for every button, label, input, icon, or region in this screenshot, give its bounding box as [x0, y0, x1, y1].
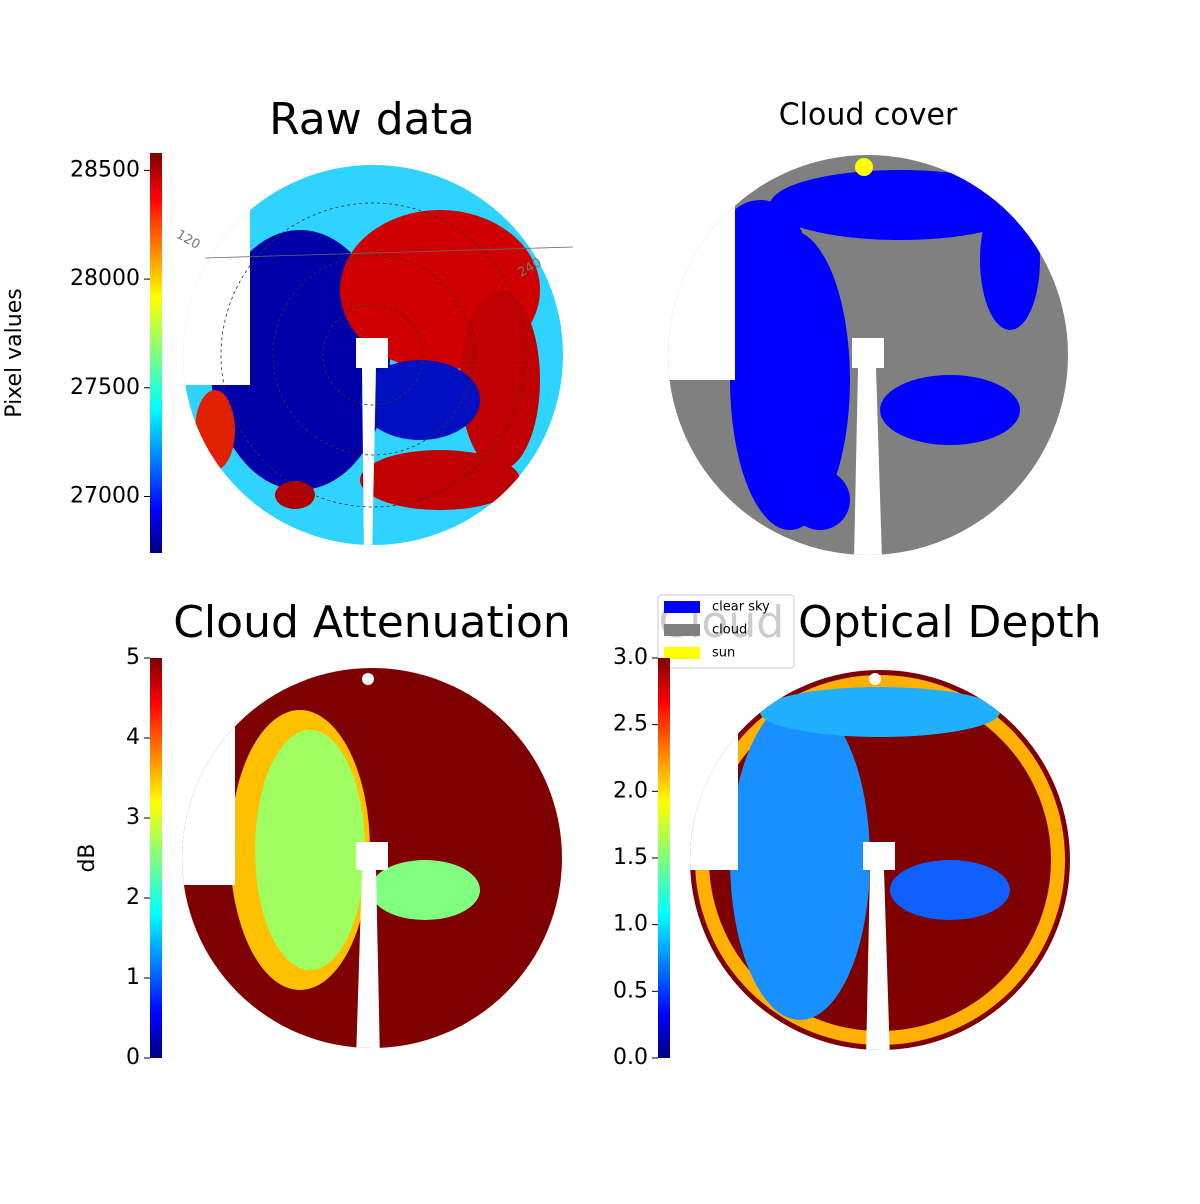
colorbar-tick-label: 2.0 [613, 778, 648, 803]
cloud-cover-image [668, 155, 1068, 555]
legend-swatch [664, 624, 700, 636]
panel-title: Cloud Attenuation [173, 597, 571, 648]
colorbar-label: Pixel values [2, 288, 27, 417]
optical-depth-image [690, 670, 1070, 1050]
colorbar [658, 658, 670, 1058]
colorbar-tick-label: 3 [126, 805, 140, 830]
legend-swatch [664, 647, 700, 659]
colorbar-tick-label: 27000 [70, 483, 140, 508]
colorbar-tick-label: 5 [126, 645, 140, 670]
panel-title: Cloud cover [779, 98, 958, 133]
colorbar-tick-label: 2 [126, 885, 140, 910]
colorbar-label: dB [75, 843, 100, 872]
colorbar-tick-label: 1.5 [613, 845, 648, 870]
sun-marker [855, 158, 873, 176]
colorbar-tick-label: 27500 [70, 375, 140, 400]
colorbar-tick-label: 28500 [70, 157, 140, 182]
polar-grid [204, 202, 574, 508]
colorbar [150, 153, 162, 553]
legend-swatch [664, 601, 700, 613]
legend-label: cloud [712, 623, 747, 638]
colorbar-tick-label: 28000 [70, 266, 140, 291]
colorbar-tick-label: 2.5 [613, 712, 648, 737]
colorbar-tick-label: 0.5 [613, 978, 648, 1003]
colorbar-tick-label: 0.0 [613, 1045, 648, 1070]
polar-label: 120 [173, 227, 202, 252]
panel-title: Raw data [269, 94, 475, 145]
colorbar-tick-label: 0 [126, 1045, 140, 1070]
colorbar-tick-label: 1 [126, 965, 140, 990]
attenuation-image [182, 668, 562, 1048]
colorbar-tick-label: 1.0 [613, 912, 648, 937]
raw-image [183, 165, 563, 545]
colorbar-tick-label: 3.0 [613, 645, 648, 670]
legend-label: sun [712, 646, 735, 661]
colorbar-tick-label: 4 [126, 725, 140, 750]
colorbar [150, 658, 162, 1058]
legend-label: clear sky [712, 600, 770, 615]
